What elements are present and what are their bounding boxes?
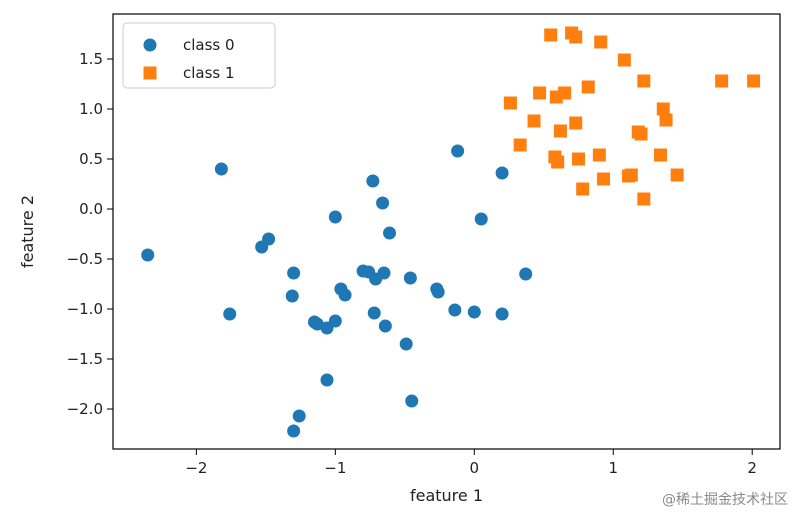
data-point-class-0 bbox=[366, 174, 380, 188]
data-point-class-0 bbox=[338, 288, 352, 302]
data-point-class-1 bbox=[659, 113, 673, 127]
data-point-class-1 bbox=[592, 148, 606, 162]
data-point-class-0 bbox=[451, 144, 465, 158]
data-point-class-1 bbox=[513, 138, 527, 152]
data-point-class-0 bbox=[474, 212, 488, 226]
data-point-class-0 bbox=[448, 303, 462, 317]
data-point-class-1 bbox=[653, 148, 667, 162]
plot-frame bbox=[112, 13, 781, 450]
x-axis-ticks: −2 −1 0 1 2 bbox=[185, 449, 757, 477]
data-point-class-0 bbox=[383, 226, 397, 240]
data-point-class-0 bbox=[403, 271, 417, 285]
data-point-class-1 bbox=[533, 86, 547, 100]
x-tick-label: 2 bbox=[747, 459, 757, 477]
data-point-class-0 bbox=[285, 289, 299, 303]
legend-box bbox=[122, 22, 276, 89]
data-point-class-1 bbox=[594, 35, 608, 49]
legend: class 0 class 1 bbox=[122, 22, 276, 89]
data-point-class-0 bbox=[495, 307, 509, 321]
data-point-class-1 bbox=[558, 86, 572, 100]
data-point-class-1 bbox=[747, 74, 761, 88]
data-point-class-1 bbox=[572, 152, 586, 166]
watermark: @稀土掘金技术社区 bbox=[662, 492, 788, 508]
y-axis-ticks: −2.0 −1.5 −1.0 −0.5 0.0 0.5 1.0 1.5 bbox=[67, 50, 113, 418]
data-point-class-1 bbox=[581, 80, 595, 94]
data-point-class-1 bbox=[553, 124, 567, 138]
data-point-class-1 bbox=[551, 155, 565, 169]
data-point-class-0 bbox=[377, 266, 391, 280]
data-point-class-1 bbox=[503, 96, 517, 110]
y-tick-label: 0.0 bbox=[79, 200, 103, 218]
data-point-class-0 bbox=[431, 285, 445, 299]
data-point-class-0 bbox=[376, 196, 390, 210]
data-point-class-1 bbox=[569, 116, 583, 130]
legend-marker bbox=[143, 66, 157, 80]
data-point-class-0 bbox=[328, 210, 342, 224]
y-tick-label: 1.5 bbox=[79, 50, 103, 68]
data-point-class-1 bbox=[544, 28, 558, 42]
y-tick-label: −1.0 bbox=[67, 300, 103, 318]
x-tick-label: 0 bbox=[470, 459, 480, 477]
legend-label: class 1 bbox=[183, 64, 235, 82]
data-point-class-0 bbox=[292, 409, 306, 423]
data-point-class-0 bbox=[141, 248, 155, 262]
data-point-class-0 bbox=[405, 394, 419, 408]
data-point-class-0 bbox=[367, 306, 381, 320]
y-tick-label: −0.5 bbox=[67, 250, 103, 268]
data-point-class-1 bbox=[634, 127, 648, 141]
data-point-class-1 bbox=[617, 53, 631, 67]
data-point-class-0 bbox=[399, 337, 413, 351]
data-point-class-0 bbox=[287, 266, 301, 280]
data-point-class-0 bbox=[310, 317, 324, 331]
data-point-class-0 bbox=[262, 232, 276, 246]
data-point-class-0 bbox=[223, 307, 237, 321]
x-axis-label: feature 1 bbox=[410, 486, 483, 505]
y-tick-label: 1.0 bbox=[79, 100, 103, 118]
data-point-class-0 bbox=[287, 424, 301, 438]
y-tick-label: −2.0 bbox=[67, 400, 103, 418]
data-point-class-1 bbox=[624, 168, 638, 182]
data-point-class-0 bbox=[519, 267, 533, 281]
points-layer bbox=[141, 26, 761, 438]
data-point-class-1 bbox=[569, 30, 583, 44]
legend-marker bbox=[143, 38, 157, 52]
data-point-class-1 bbox=[656, 102, 670, 116]
data-point-class-1 bbox=[715, 74, 729, 88]
data-point-class-0 bbox=[320, 373, 334, 387]
y-tick-label: −1.5 bbox=[67, 350, 103, 368]
data-point-class-0 bbox=[467, 305, 481, 319]
data-point-class-0 bbox=[495, 166, 509, 180]
x-tick-label: 1 bbox=[608, 459, 618, 477]
data-point-class-1 bbox=[527, 114, 541, 128]
data-point-class-1 bbox=[576, 182, 590, 196]
y-axis-label: feature 2 bbox=[18, 195, 37, 268]
data-point-class-1 bbox=[637, 192, 651, 206]
legend-label: class 0 bbox=[183, 36, 235, 54]
data-point-class-1 bbox=[670, 168, 684, 182]
data-point-class-0 bbox=[214, 162, 228, 176]
data-point-class-1 bbox=[637, 74, 651, 88]
data-point-class-0 bbox=[378, 319, 392, 333]
x-tick-label: −1 bbox=[324, 459, 346, 477]
data-point-class-1 bbox=[597, 172, 611, 186]
data-point-class-0 bbox=[328, 314, 342, 328]
x-tick-label: −2 bbox=[185, 459, 207, 477]
y-tick-label: 0.5 bbox=[79, 150, 103, 168]
